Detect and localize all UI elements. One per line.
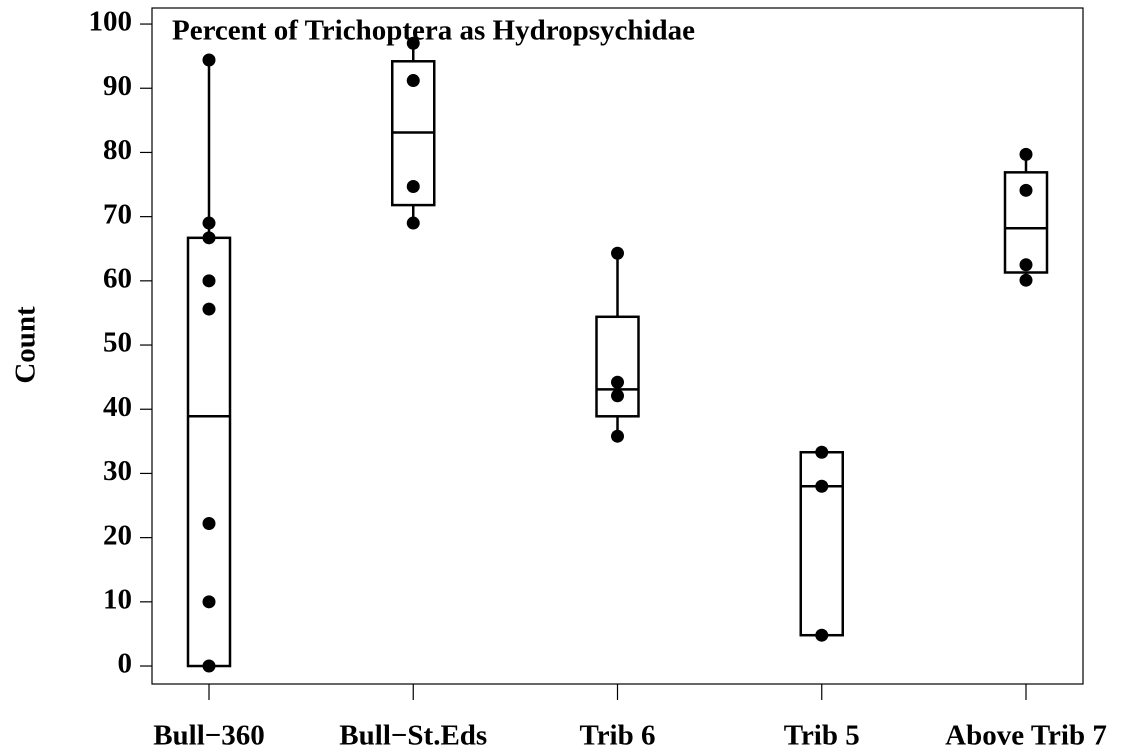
box [1003,171,1049,274]
x-tick-label: Trib 5 [784,720,860,752]
y-axis-label: Count [10,306,42,384]
plot-frame [151,7,1084,685]
data-point [815,479,829,493]
y-tick-label: 0 [118,648,133,680]
data-point [611,389,624,403]
y-tick-label: 90 [103,70,132,102]
x-tick-label: Above Trib 7 [945,720,1107,752]
x-tick-label: Trib 6 [580,720,656,752]
box [595,315,640,418]
data-point [611,429,624,443]
data-point [406,36,420,50]
chart-title: Percent of Trichoptera as Hydropsychidae [172,15,695,47]
y-tick-label: 30 [103,455,132,487]
data-point [815,445,829,459]
data-point [1019,183,1033,197]
box [799,450,844,637]
x-tick-label: Bull−St.Eds [339,720,487,752]
data-point [406,216,420,230]
data-point [202,216,216,230]
data-point [406,74,420,88]
y-tick-label: 40 [103,391,132,423]
y-tick-label: 50 [103,327,132,359]
y-tick-label: 60 [103,262,132,294]
y-tick-label: 70 [103,198,132,230]
data-point [202,595,216,609]
data-point [611,246,624,260]
data-point [202,53,216,67]
y-tick-label: 100 [89,6,133,38]
y-tick-label: 20 [103,519,132,551]
data-point [1019,258,1033,272]
data-point [1019,147,1033,161]
y-tick-label: 10 [103,583,132,615]
data-point [406,179,420,193]
data-point [202,659,216,673]
data-point [1019,273,1033,287]
y-tick-label: 80 [103,134,132,166]
data-point [202,517,216,531]
data-point [611,375,624,389]
data-point [202,274,216,288]
data-point [815,628,829,642]
data-point [202,302,216,316]
x-tick-label: Bull−360 [153,720,265,752]
data-point [202,231,216,245]
